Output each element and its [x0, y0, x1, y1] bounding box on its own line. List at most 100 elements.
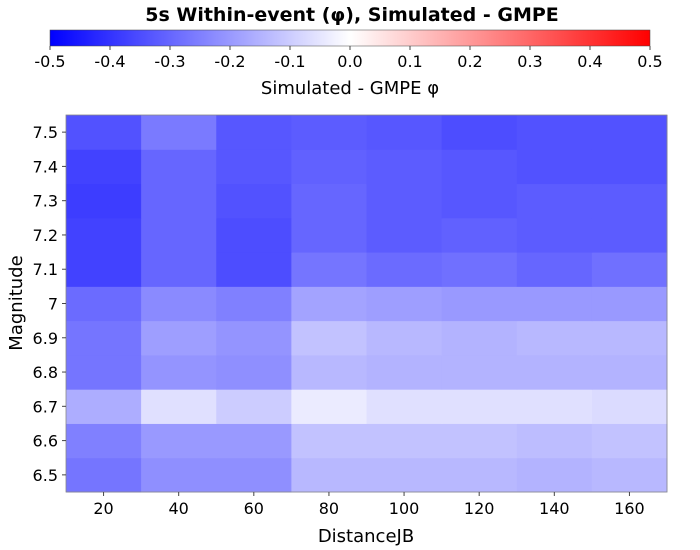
- y-tick-label: 7.5: [33, 123, 58, 142]
- colorbar-tick-label: 0.5: [637, 52, 662, 71]
- chart-title: 5s Within-event (φ), Simulated - GMPE: [145, 4, 559, 26]
- heatmap-cell: [441, 286, 518, 322]
- y-tick-label: 6.6: [33, 432, 58, 451]
- heatmap-cell: [216, 217, 292, 253]
- heatmap-cell: [216, 115, 292, 150]
- heatmap-cell: [591, 457, 668, 493]
- heatmap-cell: [66, 354, 142, 390]
- colorbar-ticks: -0.5 -0.4 -0.3 -0.2 -0.1 0.0 0.1 0.2 0.3 0.4 0.5: [34, 46, 663, 71]
- heatmap-cell: [591, 183, 668, 219]
- y-tick-label: 7.3: [33, 192, 58, 211]
- colorbar-tick-label: 0.2: [457, 52, 482, 71]
- heatmap-cell: [441, 217, 518, 253]
- heatmap-cell: [591, 252, 668, 287]
- heatmap-cell: [441, 115, 518, 150]
- heatmap-cell: [216, 320, 292, 356]
- heatmap-cell: [291, 354, 367, 390]
- heatmap-cell: [141, 320, 217, 356]
- heatmap-cell: [366, 389, 443, 424]
- y-tick-label: 7.2: [33, 226, 58, 245]
- heatmap-cell: [516, 389, 593, 424]
- heatmap-cell: [516, 354, 593, 390]
- heatmap-cell: [366, 217, 443, 253]
- heatmap-cell: [366, 457, 443, 493]
- y-tick-label: 6.7: [33, 397, 58, 416]
- y-axis-ticks: 6.5 6.6 6.7 6.8 6.9 7 7.1 7.2 7.3 7.4 7.5: [33, 123, 66, 485]
- colorbar-tick-label: 0.1: [397, 52, 422, 71]
- heatmap-cell: [141, 252, 217, 287]
- colorbar-tick-label: -0.3: [154, 52, 185, 71]
- heatmap-cell: [591, 354, 668, 390]
- heatmap-cell: [516, 115, 593, 150]
- heatmap-cell: [66, 389, 142, 424]
- heatmap-cell: [591, 320, 668, 356]
- heatmap-cell: [291, 389, 367, 424]
- heatmap-cell: [291, 183, 367, 219]
- heatmap-cell: [291, 286, 367, 322]
- heatmap-cell: [516, 286, 593, 322]
- x-tick-label: 20: [93, 499, 113, 518]
- heatmap-cell: [66, 423, 142, 459]
- heatmap-cell: [66, 217, 142, 253]
- heatmap-cell: [516, 457, 593, 493]
- heatmap-cell: [66, 286, 142, 322]
- colorbar-tick-label: 0.4: [577, 52, 602, 71]
- heatmap-cell: [216, 423, 292, 459]
- y-tick-label: 6.8: [33, 363, 58, 382]
- heatmap-cell: [591, 217, 668, 253]
- heatmap-cells: [66, 115, 668, 493]
- heatmap-cell: [141, 149, 217, 185]
- colorbar: [49, 29, 651, 47]
- x-tick-label: 40: [169, 499, 189, 518]
- heatmap-cell: [141, 217, 217, 253]
- heatmap-cell: [216, 252, 292, 287]
- heatmap-cell: [441, 354, 518, 390]
- colorbar-label: Simulated - GMPE φ: [261, 78, 439, 99]
- heatmap-cell: [66, 320, 142, 356]
- heatmap-cell: [216, 149, 292, 185]
- heatmap-cell: [291, 149, 367, 185]
- heatmap-cell: [216, 354, 292, 390]
- heatmap-cell: [141, 354, 217, 390]
- x-axis-ticks: 20 40 60 80 100 120 140 160: [93, 492, 645, 518]
- heatmap-cell: [366, 252, 443, 287]
- heatmap-cell: [516, 320, 593, 356]
- heatmap-cell: [291, 320, 367, 356]
- heatmap-cell: [366, 354, 443, 390]
- heatmap-cell: [141, 286, 217, 322]
- x-tick-label: 140: [539, 499, 570, 518]
- heatmap-cell: [591, 115, 668, 150]
- y-tick-label: 7.1: [33, 260, 58, 279]
- heatmap-cell: [66, 149, 142, 185]
- colorbar-tick-label: -0.5: [34, 52, 65, 71]
- heatmap-cell: [441, 183, 518, 219]
- y-tick-label: 7: [48, 295, 58, 314]
- heatmap-cell: [216, 389, 292, 424]
- y-tick-label: 6.9: [33, 329, 58, 348]
- heatmap-cell: [441, 457, 518, 493]
- heatmap-cell: [441, 423, 518, 459]
- heatmap-cell: [516, 183, 593, 219]
- x-tick-label: 120: [464, 499, 495, 518]
- heatmap-cell: [516, 149, 593, 185]
- colorbar-tick-label: 0.0: [337, 52, 362, 71]
- heatmap-cell: [291, 423, 367, 459]
- y-tick-label: 6.5: [33, 466, 58, 485]
- y-axis-label: Magnitude: [6, 255, 27, 350]
- heatmap-cell: [441, 252, 518, 287]
- heatmap-cell: [216, 286, 292, 322]
- heatmap-cell: [141, 457, 217, 493]
- x-tick-label: 80: [319, 499, 339, 518]
- heatmap-cell: [366, 149, 443, 185]
- heatmap-cell: [66, 183, 142, 219]
- heatmap-cell: [291, 217, 367, 253]
- heatmap-cell: [591, 389, 668, 424]
- heatmap-cell: [66, 115, 142, 150]
- heatmap-cell: [516, 217, 593, 253]
- heatmap-cell: [366, 286, 443, 322]
- heatmap-cell: [141, 423, 217, 459]
- heatmap-cell: [216, 183, 292, 219]
- heatmap-cell: [141, 115, 217, 150]
- heatmap-cell: [591, 423, 668, 459]
